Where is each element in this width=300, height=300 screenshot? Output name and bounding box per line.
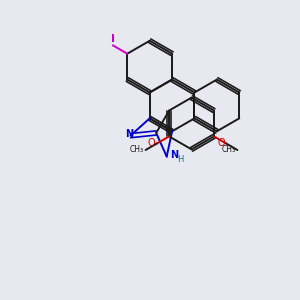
Text: H: H [177,155,184,164]
Text: CH₃: CH₃ [222,145,236,154]
Text: O: O [217,138,225,148]
Text: O: O [148,138,155,148]
Text: N: N [170,150,178,160]
Text: I: I [111,34,115,44]
Text: N: N [125,129,133,139]
Text: CH₃: CH₃ [130,145,144,154]
